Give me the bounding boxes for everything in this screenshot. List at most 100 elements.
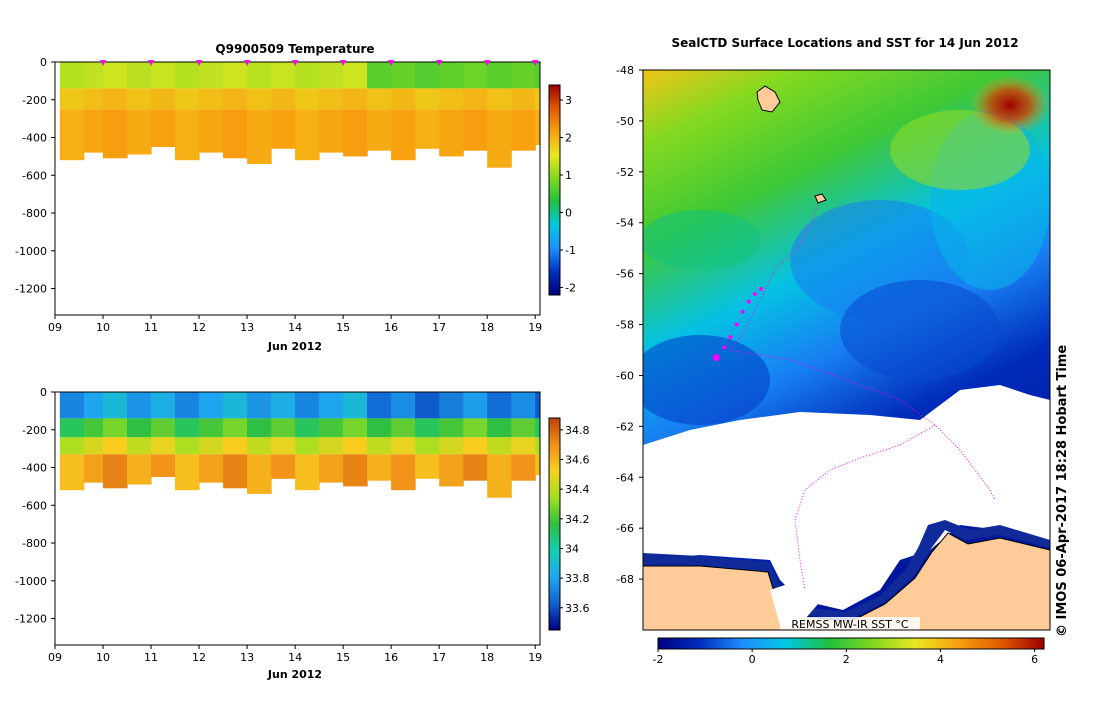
map-lat-tick-label: -56 — [616, 268, 634, 281]
salinity-cell — [199, 392, 224, 419]
temperature-cell — [343, 62, 368, 89]
salinity-cell — [127, 454, 152, 485]
temperature-colorbar-tick-label: 2 — [565, 132, 572, 145]
salinity-colorbar-tick-label: 33.6 — [565, 602, 590, 615]
salinity-cell — [271, 437, 296, 455]
coastal-cold-water — [643, 520, 1050, 620]
salinity-cell — [83, 392, 104, 419]
salinity-cell — [175, 437, 200, 455]
temperature-cell — [463, 62, 488, 89]
product-label-box — [780, 617, 920, 630]
salinity-cell — [103, 392, 128, 419]
salinity-cell — [151, 392, 176, 419]
profile-markers — [100, 60, 539, 66]
salinity-cell — [511, 418, 536, 438]
temperature-colorbar — [548, 84, 561, 296]
salinity-cell — [391, 418, 416, 438]
temperature-cell — [391, 62, 416, 89]
salinity-y-tick-label: -200 — [22, 424, 47, 437]
map-lat-tick-label: -68 — [616, 573, 634, 586]
temperature-cell — [367, 62, 392, 89]
temperature-cell — [511, 109, 536, 151]
salinity-cell — [367, 454, 392, 481]
salinity-y-tick-label: -600 — [22, 499, 47, 512]
salinity-x-tick-label: 10 — [96, 651, 110, 664]
temperature-x-tick-label: 17 — [432, 321, 446, 334]
salinity-cell — [103, 437, 128, 455]
temperature-panel: Q9900509 Temperature 0 -200 -400 -600 -800 -1… — [15, 42, 576, 353]
profile-marker — [244, 60, 251, 66]
sst-colorbar — [657, 637, 1045, 650]
temperature-cell — [415, 109, 440, 149]
temperature-colorbar-tick-label: 1 — [565, 169, 572, 182]
salinity-cell — [103, 454, 128, 489]
temperature-cell — [415, 62, 440, 89]
temperature-y-tick-label: -800 — [22, 207, 47, 220]
temperature-cell — [103, 62, 128, 89]
salinity-cell — [391, 454, 416, 491]
temperature-colorbar-tick-label: -1 — [565, 244, 576, 257]
salinity-cell — [319, 454, 344, 483]
profile-marker — [484, 60, 491, 66]
temperature-cell — [439, 88, 464, 110]
antarctica-land — [643, 532, 1050, 630]
map-lat-tick-label: -60 — [616, 369, 634, 382]
salinity-cell — [59, 454, 85, 491]
salinity-cell — [59, 418, 85, 438]
temperature-cell — [391, 88, 416, 110]
profile-marker — [148, 60, 155, 66]
salinity-cell — [175, 392, 200, 419]
temperature-cell — [511, 62, 536, 89]
sst-patch — [643, 210, 760, 270]
salinity-colorbar-tick-label: 34.2 — [565, 513, 590, 526]
temperature-cell — [295, 109, 320, 161]
temperature-cell — [487, 88, 512, 110]
temperature-cell — [463, 109, 488, 151]
salinity-cell — [223, 454, 248, 489]
map-lat-tick-label: -62 — [616, 420, 634, 433]
salinity-panel: 0 -200 -400 -600 -800 -1000 -1200 09 10 11 12 13 14… — [15, 386, 589, 681]
temperature-cell — [511, 88, 536, 110]
sst-colorbar-ticks: -20246657075808590 — [653, 649, 1038, 666]
salinity-colorbar-tick-label: 34.4 — [565, 483, 590, 496]
map-lat-tick-label: -48 — [616, 64, 634, 77]
salinity-cell — [439, 454, 464, 487]
surface-location-point — [722, 345, 727, 350]
temperature-cell — [343, 88, 368, 110]
salinity-cell — [271, 454, 296, 479]
temperature-cell — [295, 62, 320, 89]
map-lat-tick-label: -52 — [616, 166, 634, 179]
temperature-cell — [319, 62, 344, 89]
salinity-cell — [535, 437, 540, 455]
salinity-cell — [127, 437, 152, 455]
profile-marker — [292, 60, 299, 66]
salinity-cell — [439, 418, 464, 438]
map-lat-tick-label: -50 — [616, 115, 634, 128]
sst-colorbar-label-c: -2 — [653, 653, 664, 666]
temperature-cell — [223, 109, 248, 159]
temperature-cell — [59, 62, 85, 89]
salinity-cell — [487, 454, 512, 498]
warm-patch — [970, 75, 1050, 135]
temperature-cell — [343, 109, 368, 157]
salinity-cell — [83, 418, 104, 438]
temperature-cell — [59, 109, 85, 161]
salinity-x-tick-label: 19 — [528, 651, 542, 664]
temperature-x-tick-label: 18 — [480, 321, 494, 334]
map-latitude-axis: -48 -50 -52 -54 -56 -58 -60 -62 -64 -66 -68 — [616, 64, 643, 586]
surface-location-point — [712, 354, 720, 362]
salinity-x-tick-label: 18 — [480, 651, 494, 664]
salinity-cell — [535, 418, 540, 438]
salinity-cell — [247, 437, 272, 455]
salinity-colorbar — [548, 417, 561, 631]
salinity-y-tick-label: -1200 — [15, 613, 47, 626]
seal-track — [729, 199, 996, 501]
salinity-cell — [463, 392, 488, 419]
salinity-cell — [127, 418, 152, 438]
temperature-x-tick-label: 14 — [288, 321, 302, 334]
salinity-cell — [295, 454, 320, 491]
salinity-cell — [199, 437, 224, 455]
salinity-cell — [487, 437, 512, 455]
salinity-cell — [59, 437, 85, 455]
sea-ice-mask — [643, 385, 1050, 610]
